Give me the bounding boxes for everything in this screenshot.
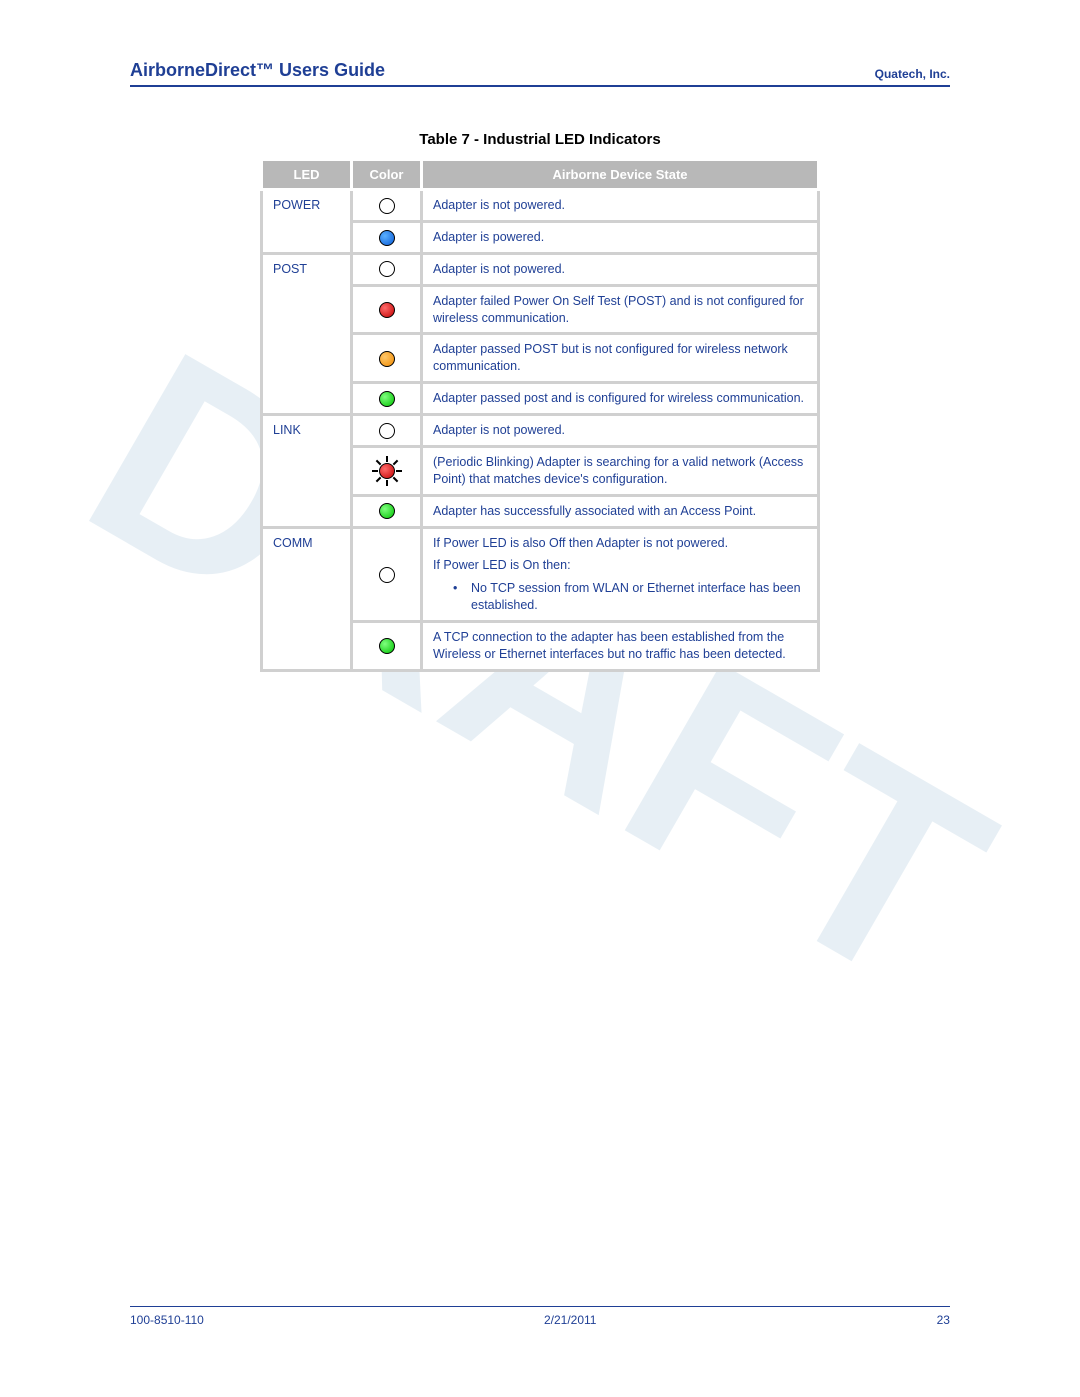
led-color-cell	[352, 190, 422, 222]
footer-page: 23	[937, 1313, 950, 1327]
led-state-cell: Adapter failed Power On Self Test (POST)…	[422, 285, 819, 334]
header-title: AirborneDirect™ Users Guide	[130, 60, 385, 81]
led-off-icon	[379, 567, 395, 583]
led-green-icon	[379, 503, 395, 519]
led-name-cell: COMM	[262, 527, 352, 670]
table-row: POWERAdapter is not powered.	[262, 190, 819, 222]
header-company: Quatech, Inc.	[875, 67, 950, 81]
led-color-cell	[352, 415, 422, 447]
led-color-cell	[352, 622, 422, 671]
led-state-cell: A TCP connection to the adapter has been…	[422, 622, 819, 671]
table-row: LINKAdapter is not powered.	[262, 415, 819, 447]
led-orange-icon	[379, 351, 395, 367]
led-blinking-icon	[372, 456, 402, 486]
led-state-cell: Adapter passed POST but is not configure…	[422, 334, 819, 383]
led-name-cell: POST	[262, 253, 352, 414]
table-row: COMMIf Power LED is also Off then Adapte…	[262, 527, 819, 622]
led-name-cell: LINK	[262, 415, 352, 528]
led-color-cell	[352, 253, 422, 285]
led-color-cell	[352, 495, 422, 527]
footer-docnum: 100-8510-110	[130, 1313, 204, 1327]
led-state-cell: Adapter is not powered.	[422, 190, 819, 222]
led-color-cell	[352, 383, 422, 415]
led-indicators-table: LED Color Airborne Device State POWERAda…	[260, 158, 820, 672]
led-state-cell: Adapter has successfully associated with…	[422, 495, 819, 527]
led-off-icon	[379, 423, 395, 439]
led-red-icon	[379, 302, 395, 318]
led-color-cell	[352, 446, 422, 495]
table-row: POSTAdapter is not powered.	[262, 253, 819, 285]
led-color-cell	[352, 334, 422, 383]
led-state-cell: Adapter is not powered.	[422, 415, 819, 447]
led-state-cell: Adapter is not powered.	[422, 253, 819, 285]
led-state-cell: Adapter is powered.	[422, 221, 819, 253]
led-state-cell: Adapter passed post and is configured fo…	[422, 383, 819, 415]
led-blue-icon	[379, 230, 395, 246]
led-name-cell: POWER	[262, 190, 352, 254]
col-color: Color	[352, 160, 422, 190]
led-green-icon	[379, 391, 395, 407]
page-header: AirborneDirect™ Users Guide Quatech, Inc…	[130, 60, 950, 87]
led-color-cell	[352, 221, 422, 253]
led-color-cell	[352, 527, 422, 622]
col-led: LED	[262, 160, 352, 190]
led-color-cell	[352, 285, 422, 334]
footer-date: 2/21/2011	[544, 1313, 597, 1327]
led-green-icon	[379, 638, 395, 654]
led-state-cell: If Power LED is also Off then Adapter is…	[422, 527, 819, 622]
col-state: Airborne Device State	[422, 160, 819, 190]
led-off-icon	[379, 198, 395, 214]
led-off-icon	[379, 261, 395, 277]
led-state-cell: (Periodic Blinking) Adapter is searching…	[422, 446, 819, 495]
table-header-row: LED Color Airborne Device State	[262, 160, 819, 190]
page-body: AirborneDirect™ Users Guide Quatech, Inc…	[0, 0, 1080, 672]
page-footer: 100-8510-110 2/21/2011 23	[130, 1306, 950, 1327]
table-caption: Table 7 - Industrial LED Indicators	[130, 131, 950, 148]
